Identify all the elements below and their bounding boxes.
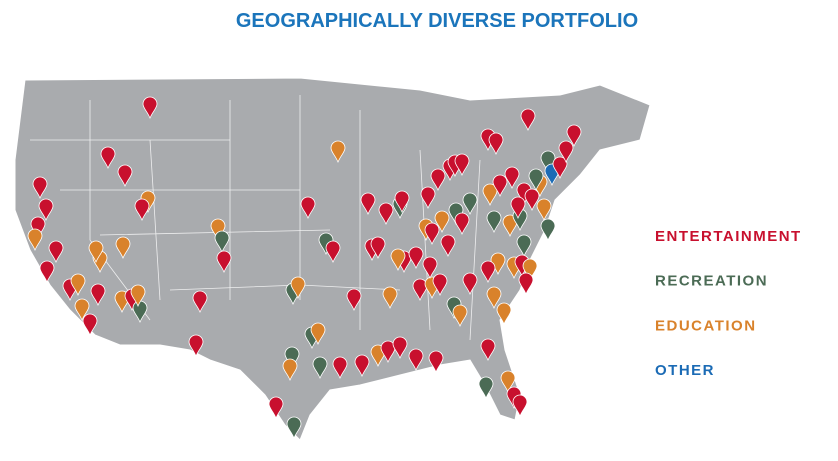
map-pin — [424, 222, 440, 246]
map-pin — [480, 338, 496, 362]
map-pin — [440, 234, 456, 258]
map-pin — [32, 176, 48, 200]
map-pin — [74, 298, 90, 322]
map-pin — [486, 286, 502, 310]
map-pin — [510, 196, 526, 220]
map-pin — [434, 210, 450, 234]
map-pin — [282, 358, 298, 382]
map-pin — [290, 276, 306, 300]
map-pin — [558, 140, 574, 164]
map-pin — [192, 290, 208, 314]
map-pin — [454, 153, 470, 177]
legend-entry: ENTERTAINMENT — [655, 228, 802, 245]
map-pin — [286, 416, 302, 440]
map-pin — [330, 140, 346, 164]
map-pin — [428, 350, 444, 374]
map-pin — [500, 370, 516, 394]
map-pin — [422, 256, 438, 280]
page-title: GEOGRAPHICALLY DIVERSE PORTFOLIO — [236, 10, 638, 32]
map-pin — [360, 192, 376, 216]
map-pin — [408, 348, 424, 372]
map-pin — [216, 250, 232, 274]
map-pin — [412, 278, 428, 302]
map-pin — [382, 286, 398, 310]
pins — [27, 96, 582, 440]
map-pin — [496, 302, 512, 326]
map-pin — [39, 260, 55, 284]
map-pin — [486, 210, 502, 234]
map-pin — [452, 304, 468, 328]
map-pin — [268, 396, 284, 420]
map-pin — [502, 214, 518, 238]
map-pin — [512, 394, 528, 418]
map-pin — [420, 186, 436, 210]
map-pin — [462, 272, 478, 296]
map-pin — [516, 234, 532, 258]
map-pin — [528, 168, 544, 192]
map-pin — [117, 164, 133, 188]
map-pin — [518, 272, 534, 296]
map-pin — [378, 202, 394, 226]
map-pin — [188, 334, 204, 358]
map-pin — [432, 273, 448, 297]
map-pin — [346, 288, 362, 312]
map-pin — [354, 354, 370, 378]
map-pin — [300, 196, 316, 220]
map-pin — [524, 188, 540, 212]
map-pin — [332, 356, 348, 380]
legend: ENTERTAINMENT RECREATION EDUCATION OTHER — [655, 228, 802, 379]
map-pin — [488, 132, 504, 156]
map-pin — [370, 236, 386, 260]
legend-entry: EDUCATION — [655, 317, 757, 334]
map-pin — [462, 192, 478, 216]
map-pin — [310, 322, 326, 346]
map-pin — [380, 340, 396, 364]
map-pin — [536, 198, 552, 222]
map-pin — [142, 96, 158, 120]
map-pin — [522, 258, 538, 282]
map-pin — [134, 198, 150, 222]
map-pin — [38, 198, 54, 222]
map-pin — [70, 273, 86, 297]
map-pin — [520, 108, 536, 132]
map-pin — [430, 168, 446, 192]
map-pin — [48, 240, 64, 264]
map-pin — [90, 283, 106, 307]
map-pin — [214, 230, 230, 254]
map-pin — [325, 240, 341, 264]
map-pin — [115, 236, 131, 260]
legend-entry: OTHER — [655, 362, 715, 379]
map-pin — [82, 313, 98, 337]
map-pin — [27, 228, 43, 252]
map-pin — [88, 240, 104, 264]
map-pin — [552, 156, 568, 180]
map-pin — [480, 260, 496, 284]
map-pin — [312, 356, 328, 380]
map-pin — [454, 212, 470, 236]
map-pin — [130, 284, 146, 308]
legend-entry: RECREATION — [655, 273, 768, 290]
map-pin — [100, 146, 116, 170]
map-pin — [482, 183, 498, 207]
map-pin — [394, 190, 410, 214]
map-pin — [478, 376, 494, 400]
map-pin — [504, 166, 520, 190]
map-pin — [392, 336, 408, 360]
map-pin — [390, 248, 406, 272]
map-pin — [566, 124, 582, 148]
map-pin — [540, 218, 556, 242]
map-pin — [408, 246, 424, 270]
map-pin — [492, 174, 508, 198]
